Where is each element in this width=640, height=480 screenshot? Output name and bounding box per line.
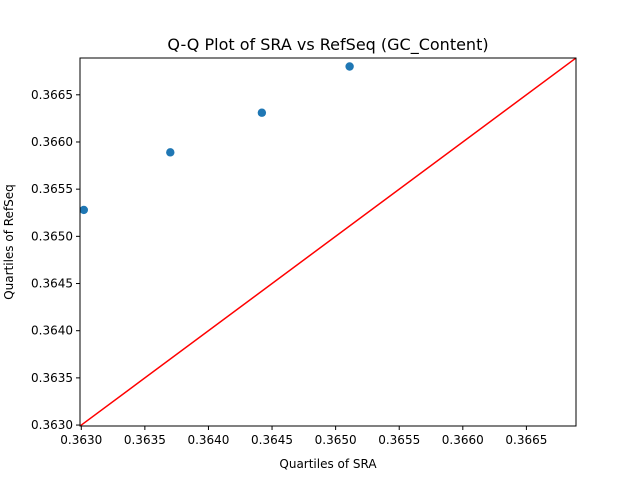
- x-tick-label: 0.3655: [378, 433, 420, 447]
- data-point: [79, 205, 89, 215]
- chart-title: Q-Q Plot of SRA vs RefSeq (GC_Content): [167, 35, 488, 55]
- x-tick-label: 0.3650: [315, 433, 357, 447]
- y-tick-label: 0.3635: [31, 371, 73, 385]
- y-tick-label: 0.3655: [31, 182, 73, 196]
- x-axis-label: Quartiles of SRA: [279, 457, 377, 471]
- data-point: [345, 62, 354, 71]
- data-point: [166, 148, 175, 157]
- data-point: [257, 108, 267, 117]
- reference-line: [80, 58, 576, 426]
- y-tick-label: 0.3640: [31, 324, 73, 338]
- y-tick-label: 0.3630: [31, 418, 73, 432]
- x-tick-label: 0.3630: [60, 433, 102, 447]
- x-tick-label: 0.3660: [442, 433, 484, 447]
- x-tick-label: 0.3635: [124, 433, 166, 447]
- y-axis-label: Quartiles of RefSeq: [2, 184, 16, 300]
- plot-area: 0.3630 0.3635 0.3640 0.3645 0.3650 0.3655 0.36…: [31, 57, 577, 447]
- axes-frame: [79, 57, 577, 427]
- y-tick-label: 0.3650: [31, 229, 73, 243]
- x-tick-label: 0.3645: [251, 433, 293, 447]
- y-tick-label: 0.3665: [31, 88, 73, 102]
- x-tick-label: 0.3640: [187, 433, 229, 447]
- y-tick-label: 0.3660: [31, 135, 73, 149]
- y-tick-label: 0.3645: [31, 277, 73, 291]
- x-tick-label: 0.3665: [505, 433, 547, 447]
